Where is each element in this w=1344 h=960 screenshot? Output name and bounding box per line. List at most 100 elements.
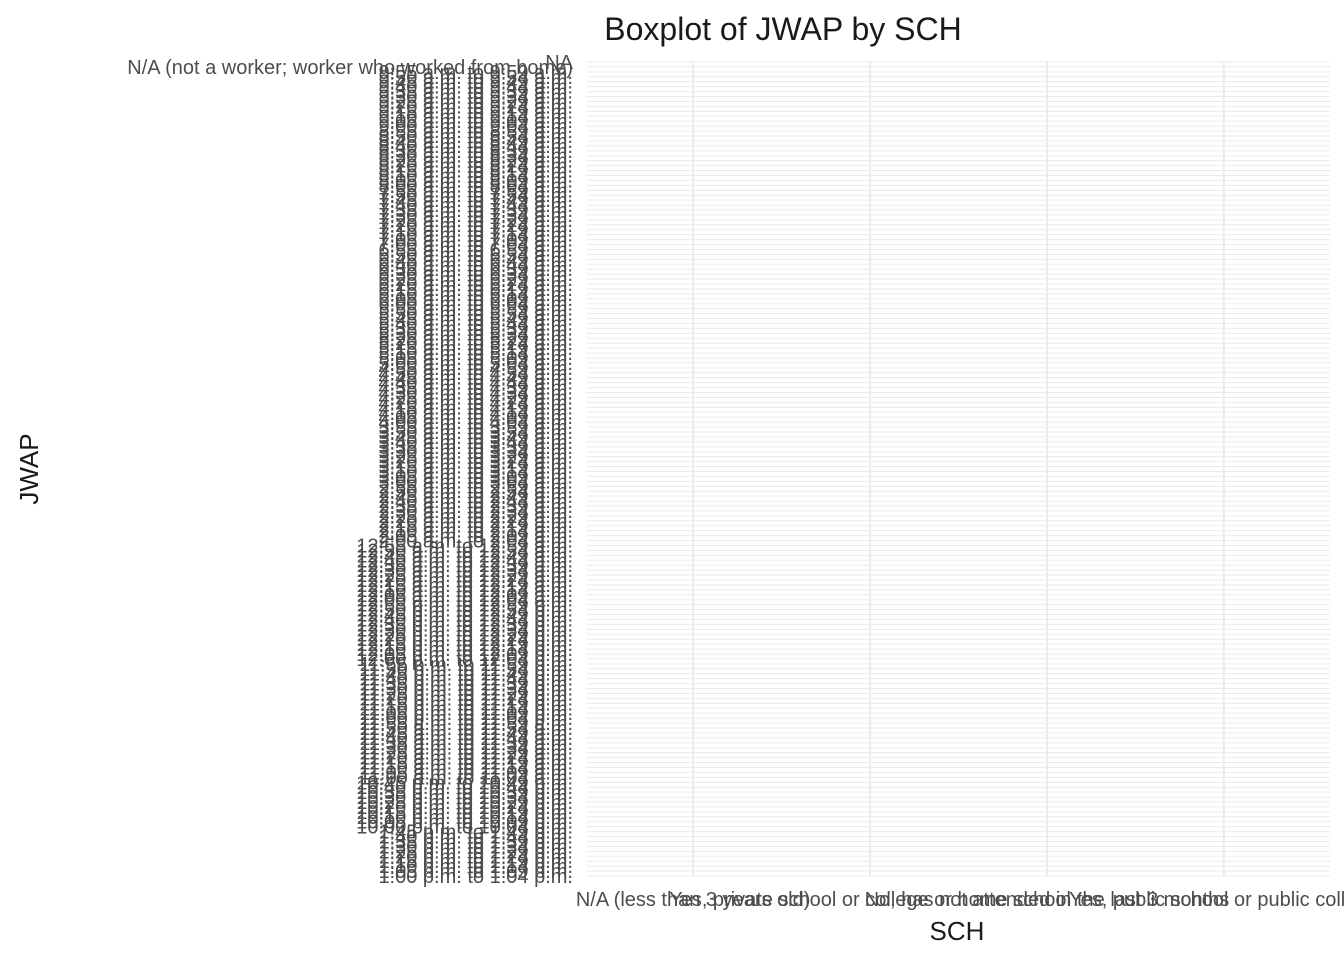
y-tick-label: 10:25 p.m. to 10:29 p.m. bbox=[356, 792, 573, 814]
y-tick-label: 5:00 a.m. to 5:04 a.m. bbox=[378, 353, 573, 375]
y-tick-label: 7:05 a.m. to 7:09 a.m. bbox=[378, 230, 573, 252]
y-tick-label: 2:20 a.m. to 2:24 a.m. bbox=[378, 511, 573, 533]
y-tick-label: 12:40 p.m. to 12:44 p.m. bbox=[356, 609, 573, 631]
y-tick-label: 8:50 a.m. to 8:54 a.m. bbox=[378, 126, 573, 148]
y-tick-label: 10:15 p.m. to 10:19 p.m. bbox=[356, 802, 573, 824]
y-tick-label: 2:55 a.m. to 2:59 a.m. bbox=[378, 476, 573, 498]
y-tick-label: 7:45 a.m. to 7:49 a.m. bbox=[378, 190, 573, 212]
y-tick-label: 11:25 p.m. to 11:29 p.m. bbox=[359, 683, 573, 705]
y-tick-label: 11:40 a.m. to 11:44 a.m. bbox=[359, 728, 573, 750]
y-tick-label: 11:45 p.m. to 11:49 p.m. bbox=[359, 664, 573, 686]
y-tick-label: 12:10 a.m. to 12:14 a.m. bbox=[356, 580, 573, 602]
y-tick-label: 3:50 a.m. to 3:54 a.m. bbox=[378, 422, 573, 444]
y-tick-label: 3:25 a.m. to 3:29 a.m. bbox=[378, 447, 573, 469]
y-tick-label: N/A (not a worker; worker who worked fro… bbox=[127, 57, 573, 79]
y-tick-label: 2:45 a.m. to 2:49 a.m. bbox=[378, 486, 573, 508]
y-tick-label: 2:30 a.m. to 2:34 a.m. bbox=[378, 501, 573, 523]
y-tick-label: 8:20 a.m. to 8:24 a.m. bbox=[378, 156, 573, 178]
y-tick-label: 3:55 a.m. to 3:59 a.m. bbox=[378, 417, 573, 439]
y-tick-label: 12:50 a.m. to 12:54 a.m. bbox=[356, 540, 573, 562]
y-tick-label: 2:15 a.m. to 2:19 a.m. bbox=[378, 516, 573, 538]
y-tick-label: 9:25 a.m. to 9:29 a.m. bbox=[378, 91, 573, 113]
y-tick-label: 11:40 p.m. to 11:44 p.m. bbox=[359, 669, 573, 691]
y-tick-label: 11:55 a.m. to 11:59 a.m. bbox=[359, 713, 573, 735]
y-tick-label: 11:45 a.m. to 11:49 a.m. bbox=[359, 723, 573, 745]
y-tick-label: 12:45 p.m. to 12:49 p.m. bbox=[356, 605, 573, 627]
y-tick-label: 4:45 a.m. to 4:49 a.m. bbox=[378, 368, 573, 390]
y-tick-label: 11:50 p.m. to 11:54 p.m. bbox=[359, 659, 573, 681]
y-tick-label: 7:00 a.m. to 7:04 a.m. bbox=[378, 235, 573, 257]
y-tick-label: 4:55 a.m. to 4:59 a.m. bbox=[378, 358, 573, 380]
y-tick-label: 10:00 p.m. to 10:04 p.m. bbox=[356, 817, 573, 839]
x-tick-label: N/A (less than 3 years old) bbox=[576, 889, 811, 911]
y-tick-label: 4:00 a.m. to 4:04 a.m. bbox=[378, 412, 573, 434]
y-tick-label: 3:20 a.m. to 3:24 a.m. bbox=[378, 452, 573, 474]
y-tick-label: 1:20 p.m. to 1:24 p.m. bbox=[378, 846, 573, 868]
y-tick-label: 8:40 a.m. to 8:44 a.m. bbox=[378, 136, 573, 158]
y-tick-label: 10:35 p.m. to 10:39 p.m. bbox=[356, 782, 573, 804]
y-tick-label: 8:35 a.m. to 8:39 a.m. bbox=[378, 141, 573, 163]
y-tick-label: 11:20 a.m. to 11:24 a.m. bbox=[359, 748, 573, 770]
x-axis-title: SCH bbox=[930, 916, 985, 946]
y-tick-label: 12:05 a.m. to 12:09 a.m. bbox=[356, 585, 573, 607]
y-tick-label: 9:35 a.m. to 9:39 a.m. bbox=[378, 82, 573, 104]
y-tick-label: 4:25 a.m. to 4:29 a.m. bbox=[378, 387, 573, 409]
y-tick-label: 9:50 a.m. to 9:54 a.m. bbox=[378, 67, 573, 89]
y-tick-label: 5:30 a.m. to 5:34 a.m. bbox=[378, 323, 573, 345]
y-tick-label: 6:25 a.m. to 6:29 a.m. bbox=[378, 269, 573, 291]
y-tick-label: 12:55 a.m. to 12:59 a.m. bbox=[356, 535, 573, 557]
y-tick-label: 4:50 a.m. to 4:54 a.m. bbox=[378, 363, 573, 385]
y-tick-label: 4:05 a.m. to 4:09 a.m. bbox=[378, 407, 573, 429]
y-tick-label: 3:10 a.m. to 3:14 a.m. bbox=[378, 461, 573, 483]
y-tick-label: 8:05 a.m. to 8:09 a.m. bbox=[378, 170, 573, 192]
y-tick-label: 12:10 p.m. to 12:14 p.m. bbox=[356, 639, 573, 661]
y-tick-label: 6:35 a.m. to 6:39 a.m. bbox=[378, 259, 573, 281]
y-tick-label: 12:25 a.m. to 12:29 a.m. bbox=[356, 565, 573, 587]
y-tick-label: 4:20 a.m. to 4:24 a.m. bbox=[378, 392, 573, 414]
y-tick-label: 4:30 a.m. to 4:34 a.m. bbox=[378, 383, 573, 405]
y-tick-label: 12:20 p.m. to 12:24 p.m. bbox=[356, 629, 573, 651]
y-tick-label: 11:25 a.m. to 11:29 a.m. bbox=[359, 743, 573, 765]
chart-title: Boxplot of JWAP by SCH bbox=[604, 11, 961, 47]
y-tick-label: 9:40 a.m. to 9:44 a.m. bbox=[378, 77, 573, 99]
y-tick-label: 11:30 p.m. to 11:34 p.m. bbox=[359, 679, 573, 701]
y-tick-label: 9:05 a.m. to 9:09 a.m. bbox=[378, 111, 573, 133]
y-tick-label: 4:35 a.m. to 4:39 a.m. bbox=[378, 378, 573, 400]
y-tick-label: 8:15 a.m. to 8:19 a.m. bbox=[378, 161, 573, 183]
y-tick-label: 11:05 p.m. to 11:09 p.m. bbox=[359, 703, 573, 725]
y-tick-label: 7:50 a.m. to 7:54 a.m. bbox=[378, 185, 573, 207]
y-tick-labels: 1:00 p.m. to 1:04 p.m.1:05 p.m. to 1:09 … bbox=[127, 52, 573, 888]
y-tick-label: 9:10 a.m. to 9:14 a.m. bbox=[378, 106, 573, 128]
y-tick-label: 7:30 a.m. to 7:34 a.m. bbox=[378, 205, 573, 227]
y-tick-label: 2:40 a.m. to 2:44 a.m. bbox=[378, 491, 573, 513]
y-tick-label: 4:10 a.m. to 4:14 a.m. bbox=[378, 402, 573, 424]
y-tick-label: 10:20 p.m. to 10:24 p.m. bbox=[356, 797, 573, 819]
y-tick-label: 12:30 p.m. to 12:34 p.m. bbox=[356, 619, 573, 641]
y-tick-label: 7:40 a.m. to 7:44 a.m. bbox=[378, 195, 573, 217]
y-tick-label: 3:45 a.m. to 3:49 a.m. bbox=[378, 427, 573, 449]
y-tick-label: 12:25 p.m. to 12:29 p.m. bbox=[356, 624, 573, 646]
y-tick-label: 10:45 p.m. to 10:49 p.m. bbox=[356, 772, 573, 794]
y-tick-label: 12:35 a.m. to 12:39 a.m. bbox=[356, 555, 573, 577]
y-tick-label: 9:30 a.m. to 9:34 a.m. bbox=[378, 87, 573, 109]
y-tick-label: 10:40 p.m. to 10:44 p.m. bbox=[356, 777, 573, 799]
y-tick-label: 1:45 p.m. to 1:49 p.m. bbox=[378, 822, 573, 844]
x-tick-label: Yes, private school or college or home s… bbox=[669, 889, 1071, 911]
y-tick-label: 5:40 a.m. to 5:44 a.m. bbox=[378, 313, 573, 335]
y-tick-label: 12:15 p.m. to 12:19 p.m. bbox=[356, 634, 573, 656]
y-tick-label: 2:25 a.m. to 2:29 a.m. bbox=[378, 506, 573, 528]
y-tick-label: 8:25 a.m. to 8:29 a.m. bbox=[378, 151, 573, 173]
y-tick-label: 6:00 a.m. to 6:04 a.m. bbox=[378, 294, 573, 316]
x-tick-labels: N/A (less than 3 years old)Yes, private … bbox=[576, 889, 1344, 911]
y-tick-label: 11:30 a.m. to 11:34 a.m. bbox=[359, 738, 573, 760]
y-tick-label: 11:55 p.m. to 11:59 p.m. bbox=[359, 654, 573, 676]
y-tick-label: 3:00 a.m. to 3:04 a.m. bbox=[378, 471, 573, 493]
y-tick-label: 5:50 a.m. to 5:54 a.m. bbox=[378, 304, 573, 326]
y-tick-label: 11:35 a.m. to 11:39 a.m. bbox=[359, 733, 573, 755]
y-tick-label: 7:55 a.m. to 7:59 a.m. bbox=[378, 180, 573, 202]
y-tick-label: 11:00 p.m. to 11:04 p.m. bbox=[359, 708, 573, 730]
y-tick-label: 1:05 p.m. to 1:09 p.m. bbox=[378, 861, 573, 883]
y-tick-label: 8:55 a.m. to 8:59 a.m. bbox=[378, 121, 573, 143]
y-tick-label: 11:10 p.m. to 11:14 p.m. bbox=[359, 698, 573, 720]
